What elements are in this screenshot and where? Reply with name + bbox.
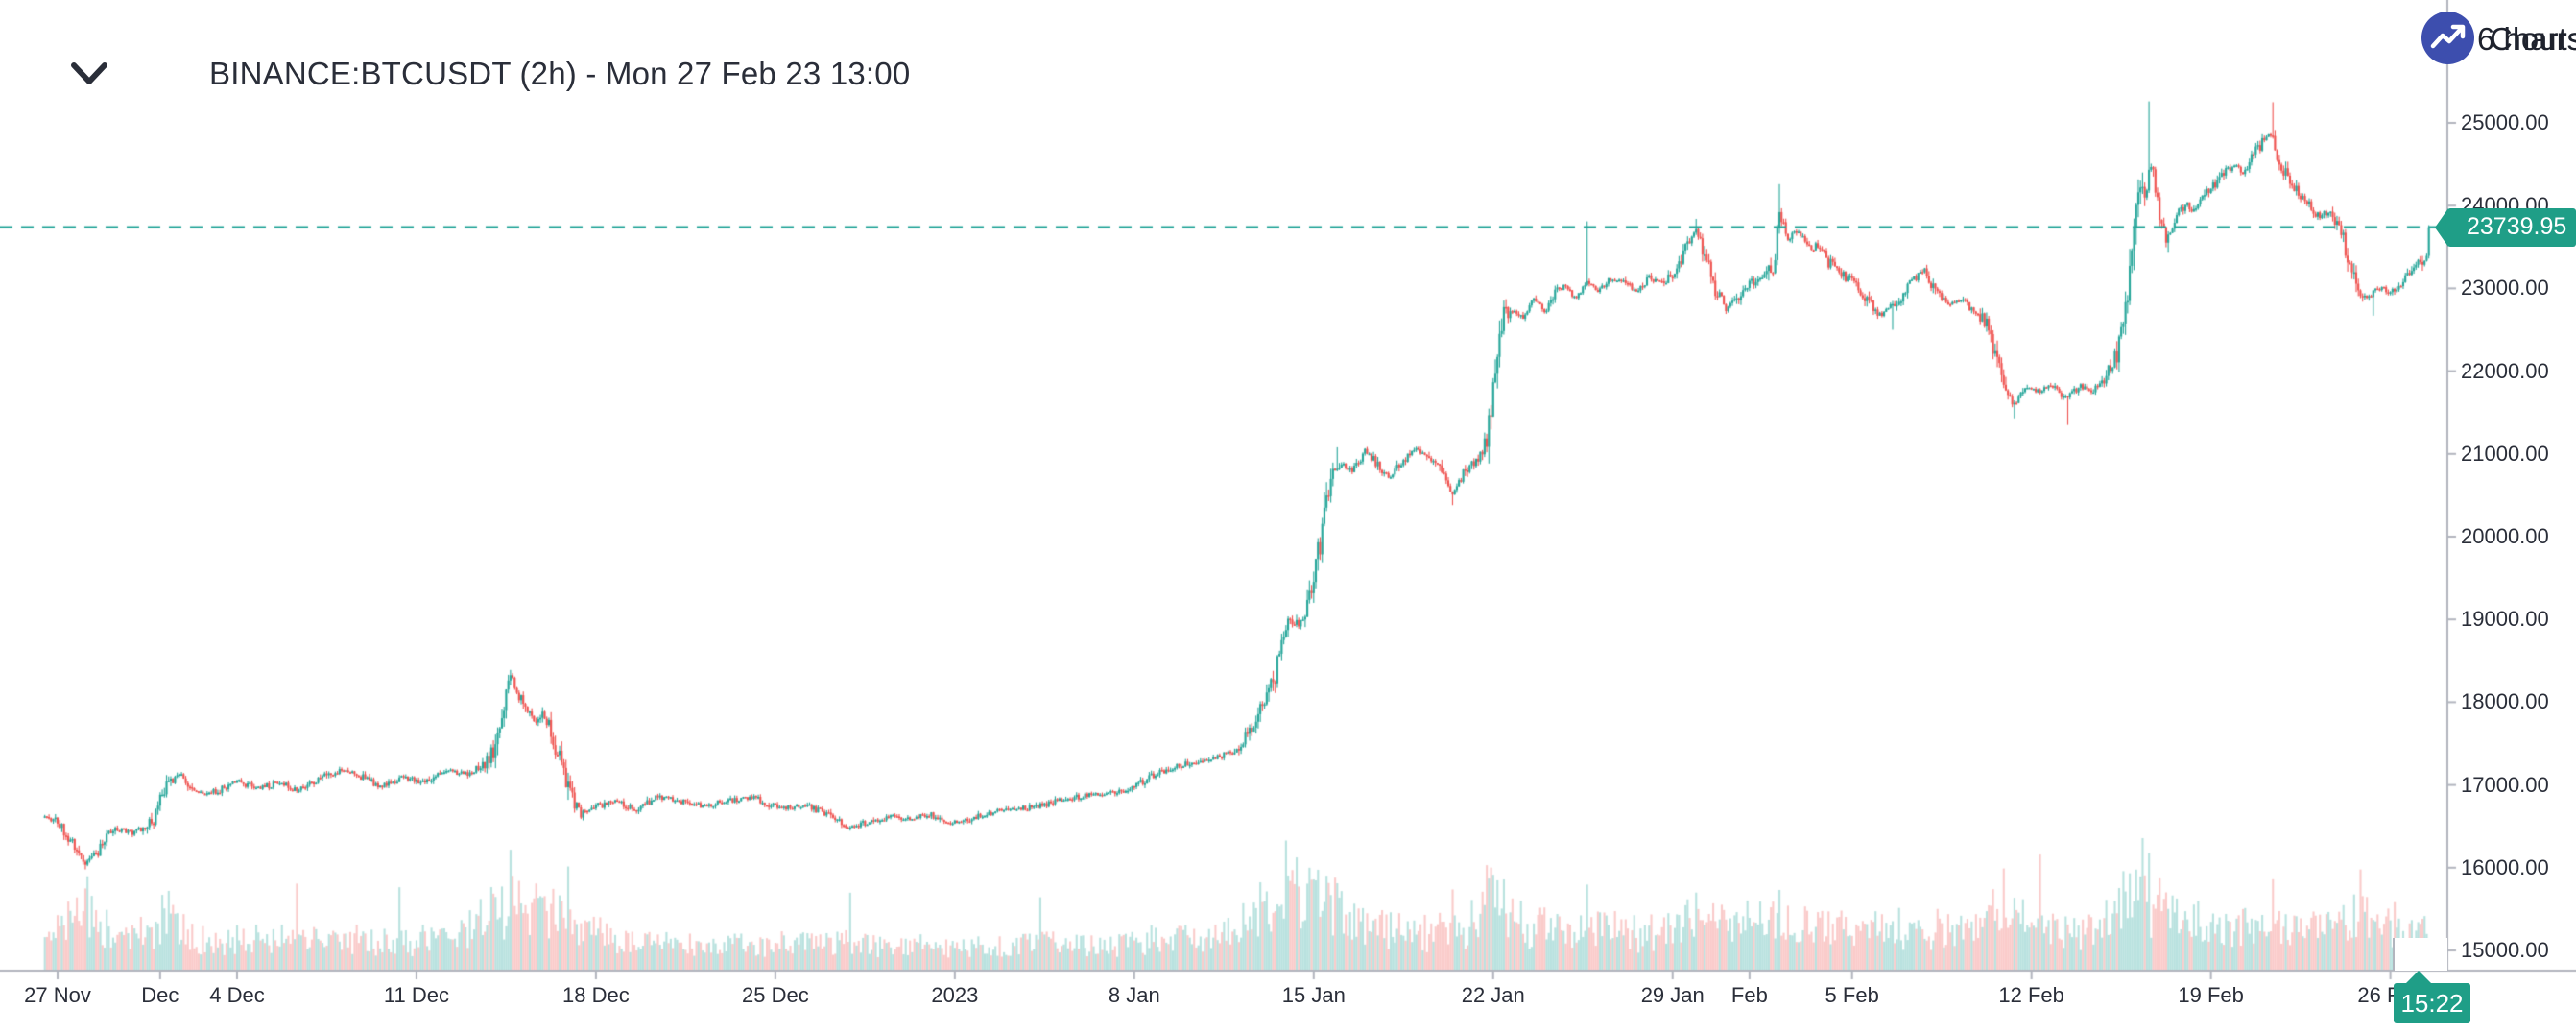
date-axis-label: Feb xyxy=(1730,983,1768,1007)
date-axis-label: 25 Dec xyxy=(742,983,809,1007)
time-badge-arrow xyxy=(2405,971,2432,984)
date-axis-label: 4 Dec xyxy=(209,983,265,1007)
date-axis-label: 29 Jan xyxy=(1640,983,1705,1007)
chart-header: BINANCE:BTCUSDT (2h) - Mon 27 Feb 23 13:… xyxy=(69,56,910,92)
time-badge: 15:22 xyxy=(2394,971,2470,1023)
date-axis-label: 22 Jan xyxy=(1461,983,1525,1007)
price-axis-label: 25000.00 xyxy=(2461,110,2549,134)
date-axis-label: 19 Feb xyxy=(2178,983,2244,1007)
date-axis-label: 15 Jan xyxy=(1281,983,1346,1007)
time-badge-backdrop xyxy=(2393,938,2447,971)
date-axis-label: 27 Nov xyxy=(24,983,91,1007)
date-axis-label: Dec xyxy=(141,983,179,1007)
last-price-badge-arrow xyxy=(2435,207,2448,247)
date-axis-label: 8 Jan xyxy=(1108,983,1160,1007)
watermark-duration-text: 6 hours xyxy=(2477,21,2576,57)
chart-title: BINANCE:BTCUSDT (2h) - Mon 27 Feb 23 13:… xyxy=(209,56,911,91)
price-axis-label: 15000.00 xyxy=(2461,938,2549,962)
last-price-badge: 23739.95 xyxy=(2435,207,2576,247)
trend-chart-logo-icon[interactable] xyxy=(2421,11,2475,65)
price-axis-label: 19000.00 xyxy=(2461,607,2549,632)
chevron-down-icon[interactable] xyxy=(69,59,109,89)
price-axis-label: 22000.00 xyxy=(2461,358,2549,383)
date-axis-label: 11 Dec xyxy=(383,983,449,1007)
price-axis-label: 16000.00 xyxy=(2461,854,2549,879)
last-price-value: 23739.95 xyxy=(2467,213,2567,241)
price-axis-label: 17000.00 xyxy=(2461,772,2549,797)
date-axis-label: 5 Feb xyxy=(1825,983,1879,1007)
price-axis-label: 21000.00 xyxy=(2461,441,2549,466)
price-axis-label: 23000.00 xyxy=(2461,276,2549,300)
date-axis-label: 18 Dec xyxy=(562,983,630,1007)
price-axis-label: 18000.00 xyxy=(2461,689,2549,714)
watermark-charts-text: Charts p xyxy=(2490,21,2576,57)
time-badge-value: 15:22 xyxy=(2400,988,2464,1018)
date-axis-label: 12 Feb xyxy=(1998,983,2064,1007)
date-axis-label: 2023 xyxy=(931,983,979,1007)
price-axis-label: 20000.00 xyxy=(2461,524,2549,548)
